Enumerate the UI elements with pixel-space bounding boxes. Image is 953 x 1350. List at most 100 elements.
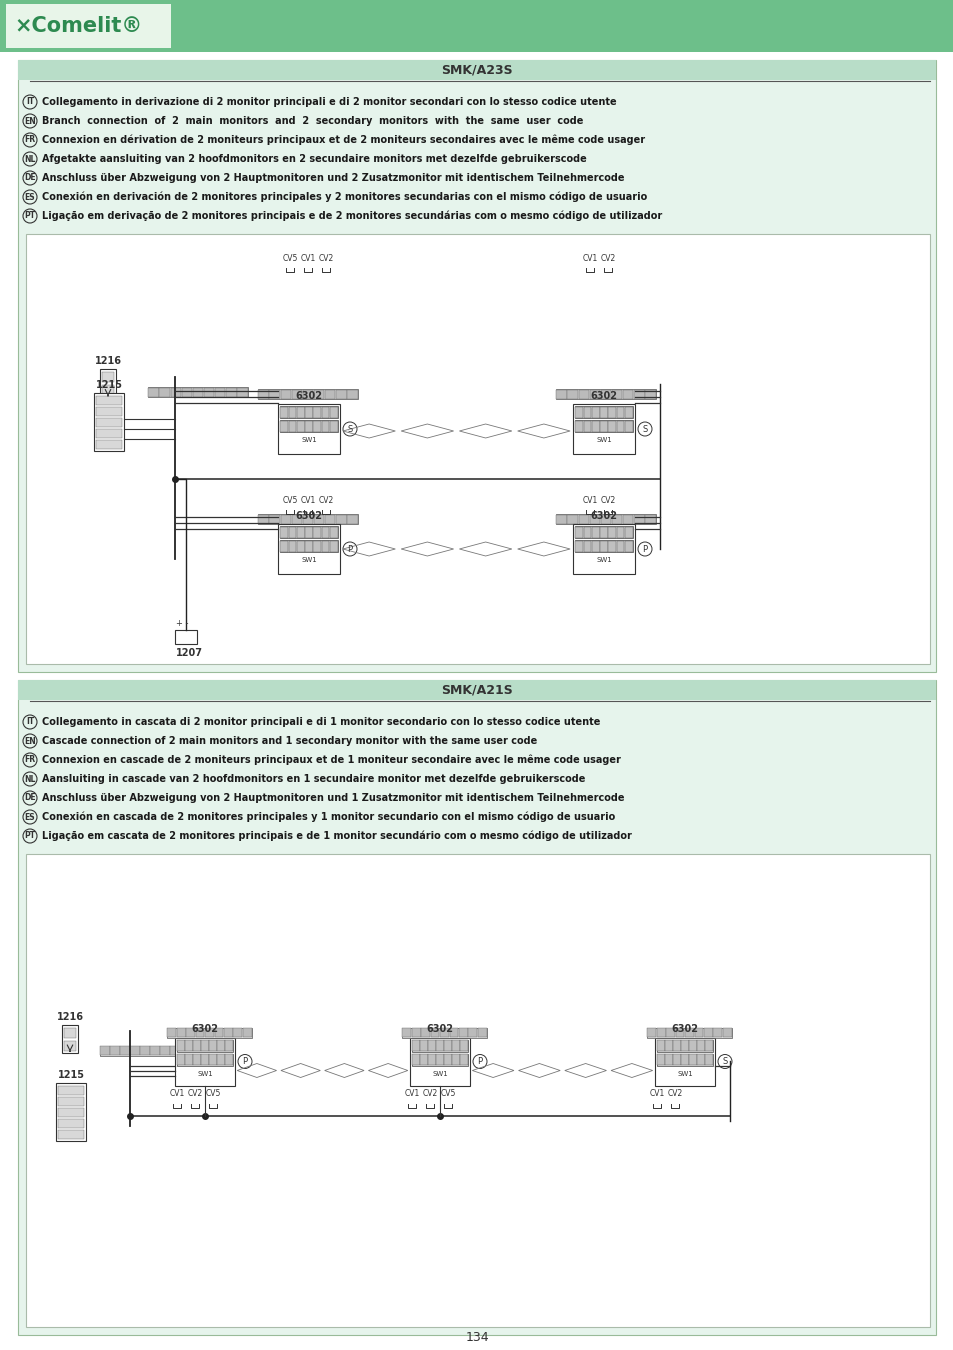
- Bar: [616, 420, 624, 432]
- Bar: [292, 390, 302, 398]
- Bar: [289, 406, 296, 417]
- Bar: [159, 387, 170, 397]
- Bar: [148, 387, 248, 397]
- Bar: [428, 1040, 436, 1052]
- Text: NL: NL: [24, 154, 35, 163]
- Bar: [704, 1054, 712, 1065]
- Bar: [18, 59, 935, 80]
- Text: CV2: CV2: [318, 254, 334, 263]
- Bar: [444, 1040, 451, 1052]
- Bar: [697, 1054, 704, 1065]
- Bar: [616, 526, 624, 537]
- Bar: [225, 1040, 233, 1052]
- Bar: [64, 1027, 76, 1038]
- Bar: [96, 418, 122, 427]
- Text: SMK/A21S: SMK/A21S: [440, 683, 513, 697]
- Bar: [257, 389, 357, 400]
- Bar: [634, 390, 644, 398]
- Text: ES: ES: [25, 813, 35, 822]
- Bar: [321, 540, 329, 552]
- Bar: [599, 406, 607, 417]
- Bar: [673, 1054, 680, 1065]
- Bar: [611, 390, 621, 398]
- Bar: [583, 526, 591, 537]
- Bar: [646, 1027, 731, 1038]
- Text: CV5: CV5: [282, 495, 297, 505]
- Bar: [608, 406, 616, 417]
- Bar: [335, 390, 346, 398]
- Bar: [689, 1054, 696, 1065]
- Bar: [347, 390, 357, 398]
- Bar: [452, 1040, 459, 1052]
- Text: 1207: 1207: [175, 648, 203, 657]
- Bar: [58, 1119, 84, 1127]
- Text: S: S: [721, 1057, 727, 1066]
- Text: SW1: SW1: [301, 558, 316, 563]
- Text: Anschluss über Abzweigung von 2 Hauptmonitoren und 1 Zusatzmonitor mit identisch: Anschluss über Abzweigung von 2 Hauptmon…: [42, 792, 624, 803]
- Bar: [305, 420, 313, 432]
- Bar: [58, 1085, 84, 1095]
- Bar: [622, 514, 633, 524]
- Bar: [289, 420, 296, 432]
- Bar: [575, 406, 633, 418]
- Bar: [608, 420, 616, 432]
- Bar: [624, 526, 632, 537]
- Bar: [177, 1040, 233, 1052]
- Bar: [624, 540, 632, 552]
- Text: + -: + -: [175, 620, 189, 628]
- Bar: [277, 524, 339, 574]
- Bar: [616, 406, 624, 417]
- Text: CV5: CV5: [205, 1089, 220, 1099]
- Bar: [204, 387, 214, 397]
- Bar: [624, 420, 632, 432]
- Bar: [713, 1027, 721, 1037]
- Text: P: P: [347, 544, 353, 554]
- Bar: [296, 406, 304, 417]
- Bar: [459, 1054, 467, 1065]
- Bar: [193, 1054, 200, 1065]
- Text: CV2: CV2: [422, 1089, 437, 1099]
- Text: 6302: 6302: [192, 1025, 218, 1034]
- Bar: [269, 514, 279, 524]
- Bar: [186, 1027, 194, 1037]
- Bar: [94, 393, 124, 451]
- Bar: [217, 1040, 225, 1052]
- Bar: [209, 1040, 216, 1052]
- Text: Ligação em cascata de 2 monitores principais e de 1 monitor secundário com o mes: Ligação em cascata de 2 monitores princi…: [42, 830, 631, 841]
- Text: CV2: CV2: [599, 254, 615, 263]
- Bar: [556, 389, 656, 400]
- Bar: [96, 396, 122, 405]
- Bar: [611, 514, 621, 524]
- Bar: [583, 406, 591, 417]
- Text: SW1: SW1: [596, 558, 611, 563]
- Bar: [314, 540, 321, 552]
- Bar: [622, 390, 633, 398]
- Bar: [657, 1053, 712, 1065]
- Bar: [459, 1040, 467, 1052]
- Bar: [583, 540, 591, 552]
- Text: SW1: SW1: [301, 437, 316, 443]
- Text: 1215: 1215: [95, 379, 122, 390]
- Bar: [195, 1027, 204, 1037]
- Bar: [689, 1040, 696, 1052]
- Bar: [321, 526, 329, 537]
- Bar: [321, 406, 329, 417]
- Bar: [314, 526, 321, 537]
- Bar: [277, 404, 339, 454]
- Text: ×Comelit®: ×Comelit®: [14, 16, 142, 36]
- Bar: [302, 514, 313, 524]
- Text: CV1: CV1: [300, 254, 315, 263]
- Bar: [174, 1038, 234, 1085]
- Bar: [573, 524, 635, 574]
- Bar: [583, 420, 591, 432]
- Bar: [193, 1040, 200, 1052]
- Bar: [430, 1027, 439, 1037]
- Bar: [694, 1027, 702, 1037]
- Bar: [420, 1054, 427, 1065]
- Bar: [575, 420, 582, 432]
- Bar: [325, 514, 335, 524]
- Bar: [205, 1027, 213, 1037]
- Text: PT: PT: [25, 212, 35, 220]
- Bar: [599, 526, 607, 537]
- Bar: [224, 1027, 233, 1037]
